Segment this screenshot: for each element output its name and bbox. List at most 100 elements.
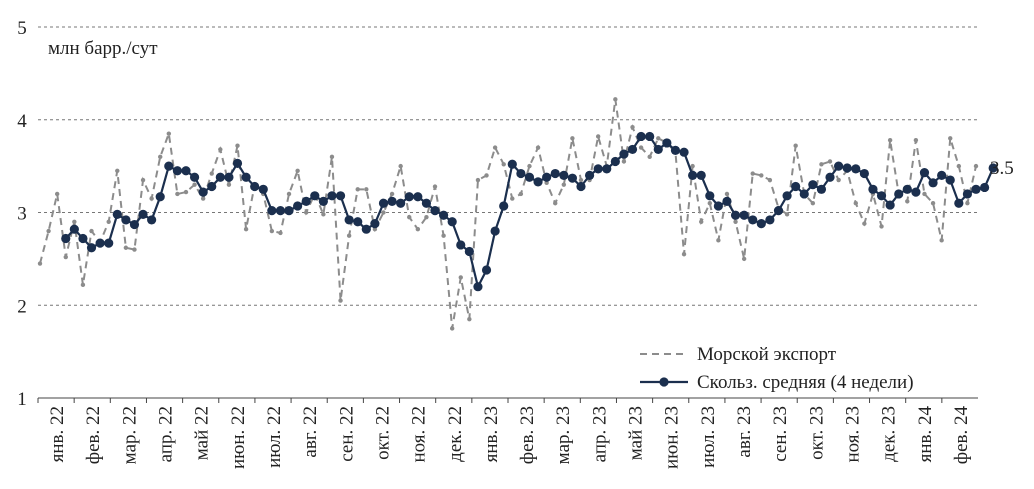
point-moving-average — [610, 156, 620, 167]
point-moving-average — [121, 215, 131, 225]
point-sea-export — [510, 196, 515, 201]
point-sea-export — [638, 145, 644, 150]
point-sea-export — [887, 137, 893, 143]
x-tick-label: сен. 23 — [770, 406, 791, 462]
point-moving-average — [241, 172, 251, 182]
point-moving-average — [69, 224, 79, 234]
x-tick-label: мар. 22 — [119, 406, 140, 464]
point-moving-average — [799, 189, 809, 199]
legend-label-moving-average: Скольз. средняя (4 недели) — [697, 372, 914, 393]
point-moving-average — [473, 282, 483, 292]
point-sea-export — [449, 326, 455, 331]
point-moving-average — [378, 198, 389, 208]
point-moving-average — [172, 166, 182, 176]
point-moving-average — [275, 206, 286, 216]
point-sea-export — [432, 184, 438, 189]
point-sea-export — [759, 173, 764, 178]
point-moving-average — [438, 210, 449, 220]
point-moving-average — [430, 206, 440, 216]
point-moving-average — [937, 170, 947, 180]
point-moving-average — [198, 187, 208, 197]
point-sea-export — [123, 245, 129, 250]
point-moving-average — [112, 209, 122, 219]
point-sea-export — [535, 145, 541, 150]
point-moving-average — [885, 200, 895, 210]
point-sea-export — [63, 254, 68, 260]
point-sea-export — [80, 282, 86, 288]
point-sea-export — [338, 298, 343, 303]
point-moving-average — [533, 177, 543, 187]
point-moving-average — [962, 189, 973, 199]
point-moving-average — [335, 191, 346, 201]
point-moving-average — [645, 131, 655, 142]
point-moving-average — [576, 181, 586, 192]
point-moving-average — [756, 219, 766, 229]
point-moving-average — [224, 172, 234, 182]
point-sea-export — [441, 233, 446, 238]
point-moving-average — [344, 215, 354, 225]
point-moving-average — [834, 161, 844, 171]
point-moving-average — [670, 145, 681, 155]
point-moving-average — [61, 233, 71, 244]
x-tick-label: окт. 23 — [806, 406, 827, 460]
point-moving-average — [842, 163, 852, 173]
point-moving-average — [516, 168, 526, 179]
point-sea-export — [158, 154, 163, 160]
x-tick-label: дек. 23 — [879, 406, 900, 462]
point-moving-average — [258, 184, 268, 194]
point-moving-average — [550, 168, 560, 179]
point-moving-average — [705, 191, 715, 201]
point-sea-export — [175, 191, 180, 197]
point-sea-export — [321, 212, 326, 217]
point-moving-average — [387, 196, 397, 206]
point-sea-export — [939, 238, 944, 243]
point-moving-average — [78, 233, 88, 244]
point-sea-export — [819, 162, 824, 167]
point-sea-export — [699, 219, 704, 224]
point-moving-average — [748, 215, 758, 225]
x-tick-label: апр. 23 — [589, 406, 610, 462]
point-sea-export — [595, 134, 601, 139]
point-moving-average — [207, 181, 217, 192]
x-tick-label: сен. 22 — [336, 406, 357, 462]
point-sea-export — [278, 230, 283, 236]
y-tick-label: 2 — [17, 296, 27, 317]
point-moving-average — [627, 144, 638, 155]
point-moving-average — [413, 192, 423, 202]
point-sea-export — [355, 187, 360, 192]
x-tick-label: ноя. 22 — [409, 406, 430, 463]
point-moving-average — [945, 175, 955, 185]
y-axis-ticks: 1 2 3 4 5 — [17, 18, 27, 410]
point-moving-average — [825, 172, 835, 182]
x-tick-label: мар. 23 — [553, 406, 574, 464]
point-moving-average — [481, 265, 492, 275]
gridlines — [38, 26, 978, 306]
point-sea-export — [467, 316, 472, 322]
point-sea-export — [183, 189, 189, 195]
point-sea-export — [54, 191, 60, 197]
point-moving-average — [404, 192, 414, 202]
point-sea-export — [690, 163, 695, 169]
point-moving-average — [499, 201, 509, 211]
point-moving-average — [353, 217, 363, 227]
point-moving-average — [979, 182, 990, 193]
point-moving-average — [293, 201, 303, 211]
point-sea-export — [879, 224, 884, 229]
point-sea-export — [269, 228, 275, 234]
point-sea-export — [621, 159, 627, 164]
end-value-label: 3.5 — [990, 158, 1014, 179]
point-sea-export — [235, 143, 240, 148]
point-sea-export — [218, 147, 223, 152]
y-tick-label: 5 — [17, 18, 27, 39]
point-moving-average — [181, 166, 191, 176]
point-sea-export — [106, 219, 111, 224]
point-sea-export — [115, 168, 120, 173]
point-moving-average — [722, 196, 732, 206]
x-tick-label: май 22 — [192, 406, 213, 460]
x-tick-label: фев. 23 — [517, 406, 538, 464]
point-moving-average — [911, 187, 921, 197]
point-sea-export — [836, 177, 841, 183]
point-moving-average — [396, 198, 406, 208]
point-sea-export — [424, 214, 429, 220]
